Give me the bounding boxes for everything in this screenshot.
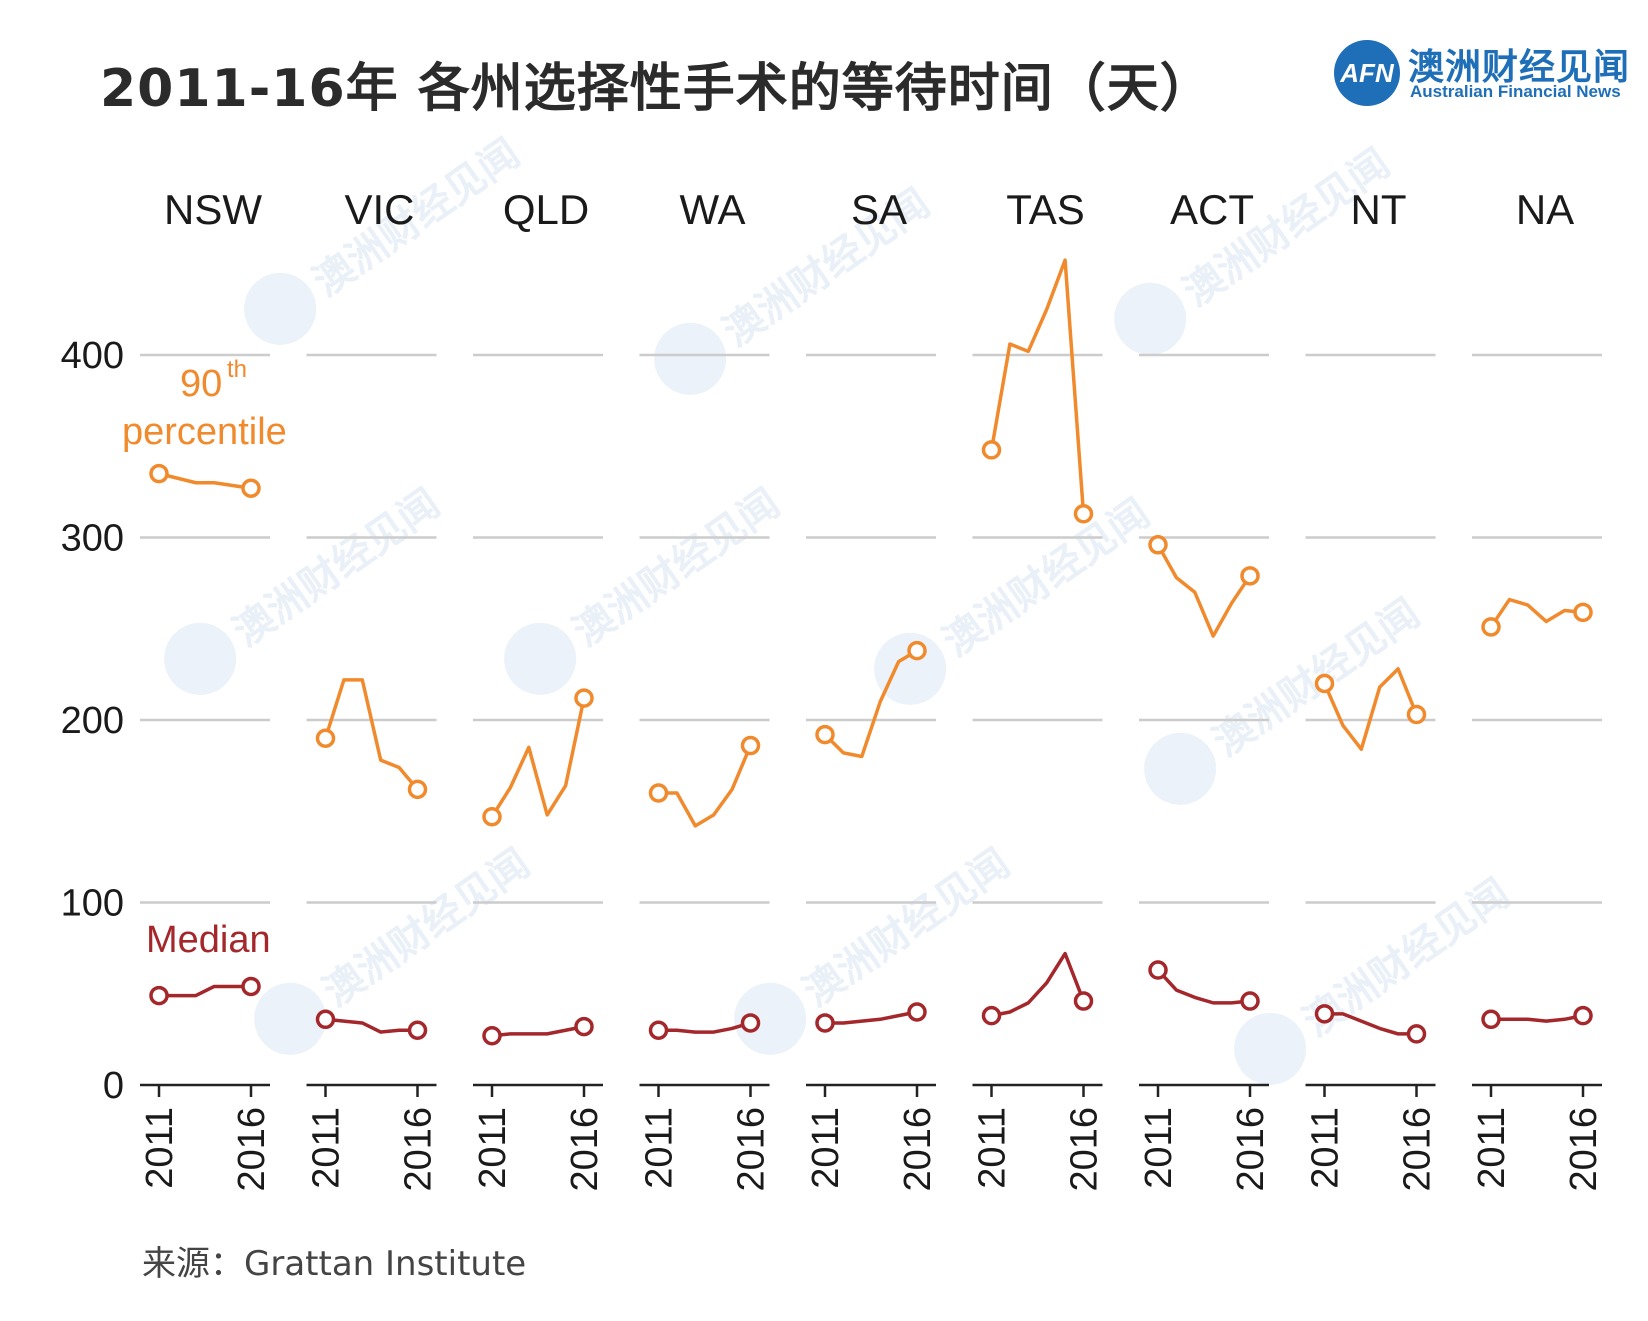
x-tick-label: 2011 xyxy=(639,1107,681,1189)
panel-title: ACT xyxy=(1170,186,1254,233)
x-tick-label: 2011 xyxy=(972,1107,1014,1189)
p90-line xyxy=(1156,543,1252,638)
median-endpoint xyxy=(1148,960,1168,980)
median-line xyxy=(159,984,251,998)
y-tick-label: 0 xyxy=(103,1065,124,1107)
p90-endpoint xyxy=(648,783,669,803)
median-endpoint xyxy=(315,1009,336,1030)
p90-endpoint xyxy=(407,779,428,800)
p90-endpoint xyxy=(740,735,761,756)
median-endpoint xyxy=(740,1013,761,1033)
p90-endpoint xyxy=(1481,617,1501,637)
panel-title: VIC xyxy=(344,186,414,233)
p90-label: 90 xyxy=(180,363,222,405)
x-tick-label: 2011 xyxy=(1471,1107,1513,1189)
p90-endpoint xyxy=(241,478,261,498)
x-tick-label: 2016 xyxy=(897,1107,939,1192)
x-tick-label: 2011 xyxy=(1138,1107,1180,1189)
panel-title: NSW xyxy=(164,186,262,233)
p90-endpoint xyxy=(907,640,927,661)
median-line xyxy=(658,1021,751,1034)
median-endpoint xyxy=(149,985,169,1006)
afn-logo-cn: 澳洲财经见闻 xyxy=(1408,47,1631,88)
panel-title: NA xyxy=(1516,186,1574,233)
x-tick-label: 2016 xyxy=(1230,1107,1272,1192)
p90-endpoint xyxy=(1240,566,1260,586)
p90-line xyxy=(490,697,586,818)
p90-line xyxy=(323,678,419,791)
median-endpoint xyxy=(241,976,261,997)
median-endpoint xyxy=(1481,1009,1501,1030)
p90-endpoint xyxy=(1573,602,1593,623)
y-tick-label: 200 xyxy=(61,700,124,742)
median-endpoint xyxy=(981,1005,1002,1026)
p90-line xyxy=(1489,597,1584,628)
median-label: Median xyxy=(146,919,271,961)
y-tick-label: 300 xyxy=(61,518,124,560)
p90-line xyxy=(823,649,918,759)
median-line xyxy=(1324,1012,1417,1036)
x-tick-label: 2016 xyxy=(1397,1107,1439,1192)
x-tick-label: 2011 xyxy=(1305,1107,1347,1189)
panel-title: SA xyxy=(851,186,907,233)
median-line xyxy=(825,1010,918,1025)
p90-endpoint xyxy=(1406,704,1427,725)
p90-line xyxy=(989,258,1086,514)
median-endpoint xyxy=(1240,991,1260,1011)
median-line xyxy=(325,1017,418,1034)
median-endpoint xyxy=(907,1002,927,1022)
p90-endpoint xyxy=(981,440,1002,460)
chart-title: 2011-16年 各州选择性手术的等待时间（天） xyxy=(100,59,1213,119)
median-endpoint xyxy=(1406,1024,1427,1044)
p90-endpoint xyxy=(815,724,835,745)
panel-title: TAS xyxy=(1006,186,1085,233)
median-endpoint xyxy=(1314,1004,1335,1024)
median-endpoint xyxy=(648,1020,669,1040)
afn-logo: AFN 澳洲财经见闻 Australian Financial News xyxy=(1334,36,1629,106)
x-tick-label: 2011 xyxy=(472,1107,514,1189)
p90-endpoint xyxy=(482,806,502,827)
median-endpoint xyxy=(482,1025,502,1046)
median-endpoint xyxy=(815,1013,835,1033)
median-endpoint xyxy=(407,1020,428,1040)
median-line xyxy=(1491,1013,1584,1023)
p90-endpoint xyxy=(149,463,169,484)
y-tick-label: 100 xyxy=(61,883,124,925)
p90-endpoint xyxy=(1314,673,1335,694)
p90-endpoint xyxy=(1148,535,1168,555)
y-tick-label: 400 xyxy=(61,335,124,377)
x-tick-label: 2016 xyxy=(1563,1107,1605,1192)
x-tick-label: 2016 xyxy=(231,1107,273,1192)
median-line xyxy=(991,951,1086,1018)
x-tick-label: 2016 xyxy=(398,1107,440,1192)
p90-label-superscript: th xyxy=(227,356,247,383)
median-line xyxy=(491,1024,585,1038)
x-tick-label: 2016 xyxy=(564,1107,606,1192)
p90-label-line2: percentile xyxy=(122,411,287,453)
p90-line xyxy=(158,471,252,490)
p90-line xyxy=(658,744,753,828)
median-endpoint xyxy=(574,1016,594,1037)
x-tick-label: 2011 xyxy=(306,1107,348,1189)
p90-endpoint xyxy=(315,728,336,748)
median-line xyxy=(1156,968,1251,1005)
median-endpoint xyxy=(1073,991,1094,1011)
panel-title: QLD xyxy=(503,186,589,233)
p90-line xyxy=(1322,667,1419,751)
x-tick-label: 2016 xyxy=(1064,1107,1106,1192)
afn-logo-icon: AFN xyxy=(1334,40,1400,106)
afn-logo-en: Australian Financial News xyxy=(1410,82,1621,101)
x-tick-label: 2011 xyxy=(139,1107,181,1189)
median-endpoint xyxy=(1573,1005,1593,1026)
x-tick-label: 2016 xyxy=(731,1107,773,1192)
panel-title: NT xyxy=(1351,186,1407,233)
p90-endpoint xyxy=(1073,504,1094,524)
p90-endpoint xyxy=(574,688,594,708)
source-note: 来源：Grattan Institute xyxy=(142,1244,527,1284)
panel-title: WA xyxy=(679,186,745,233)
x-tick-label: 2011 xyxy=(805,1107,847,1189)
